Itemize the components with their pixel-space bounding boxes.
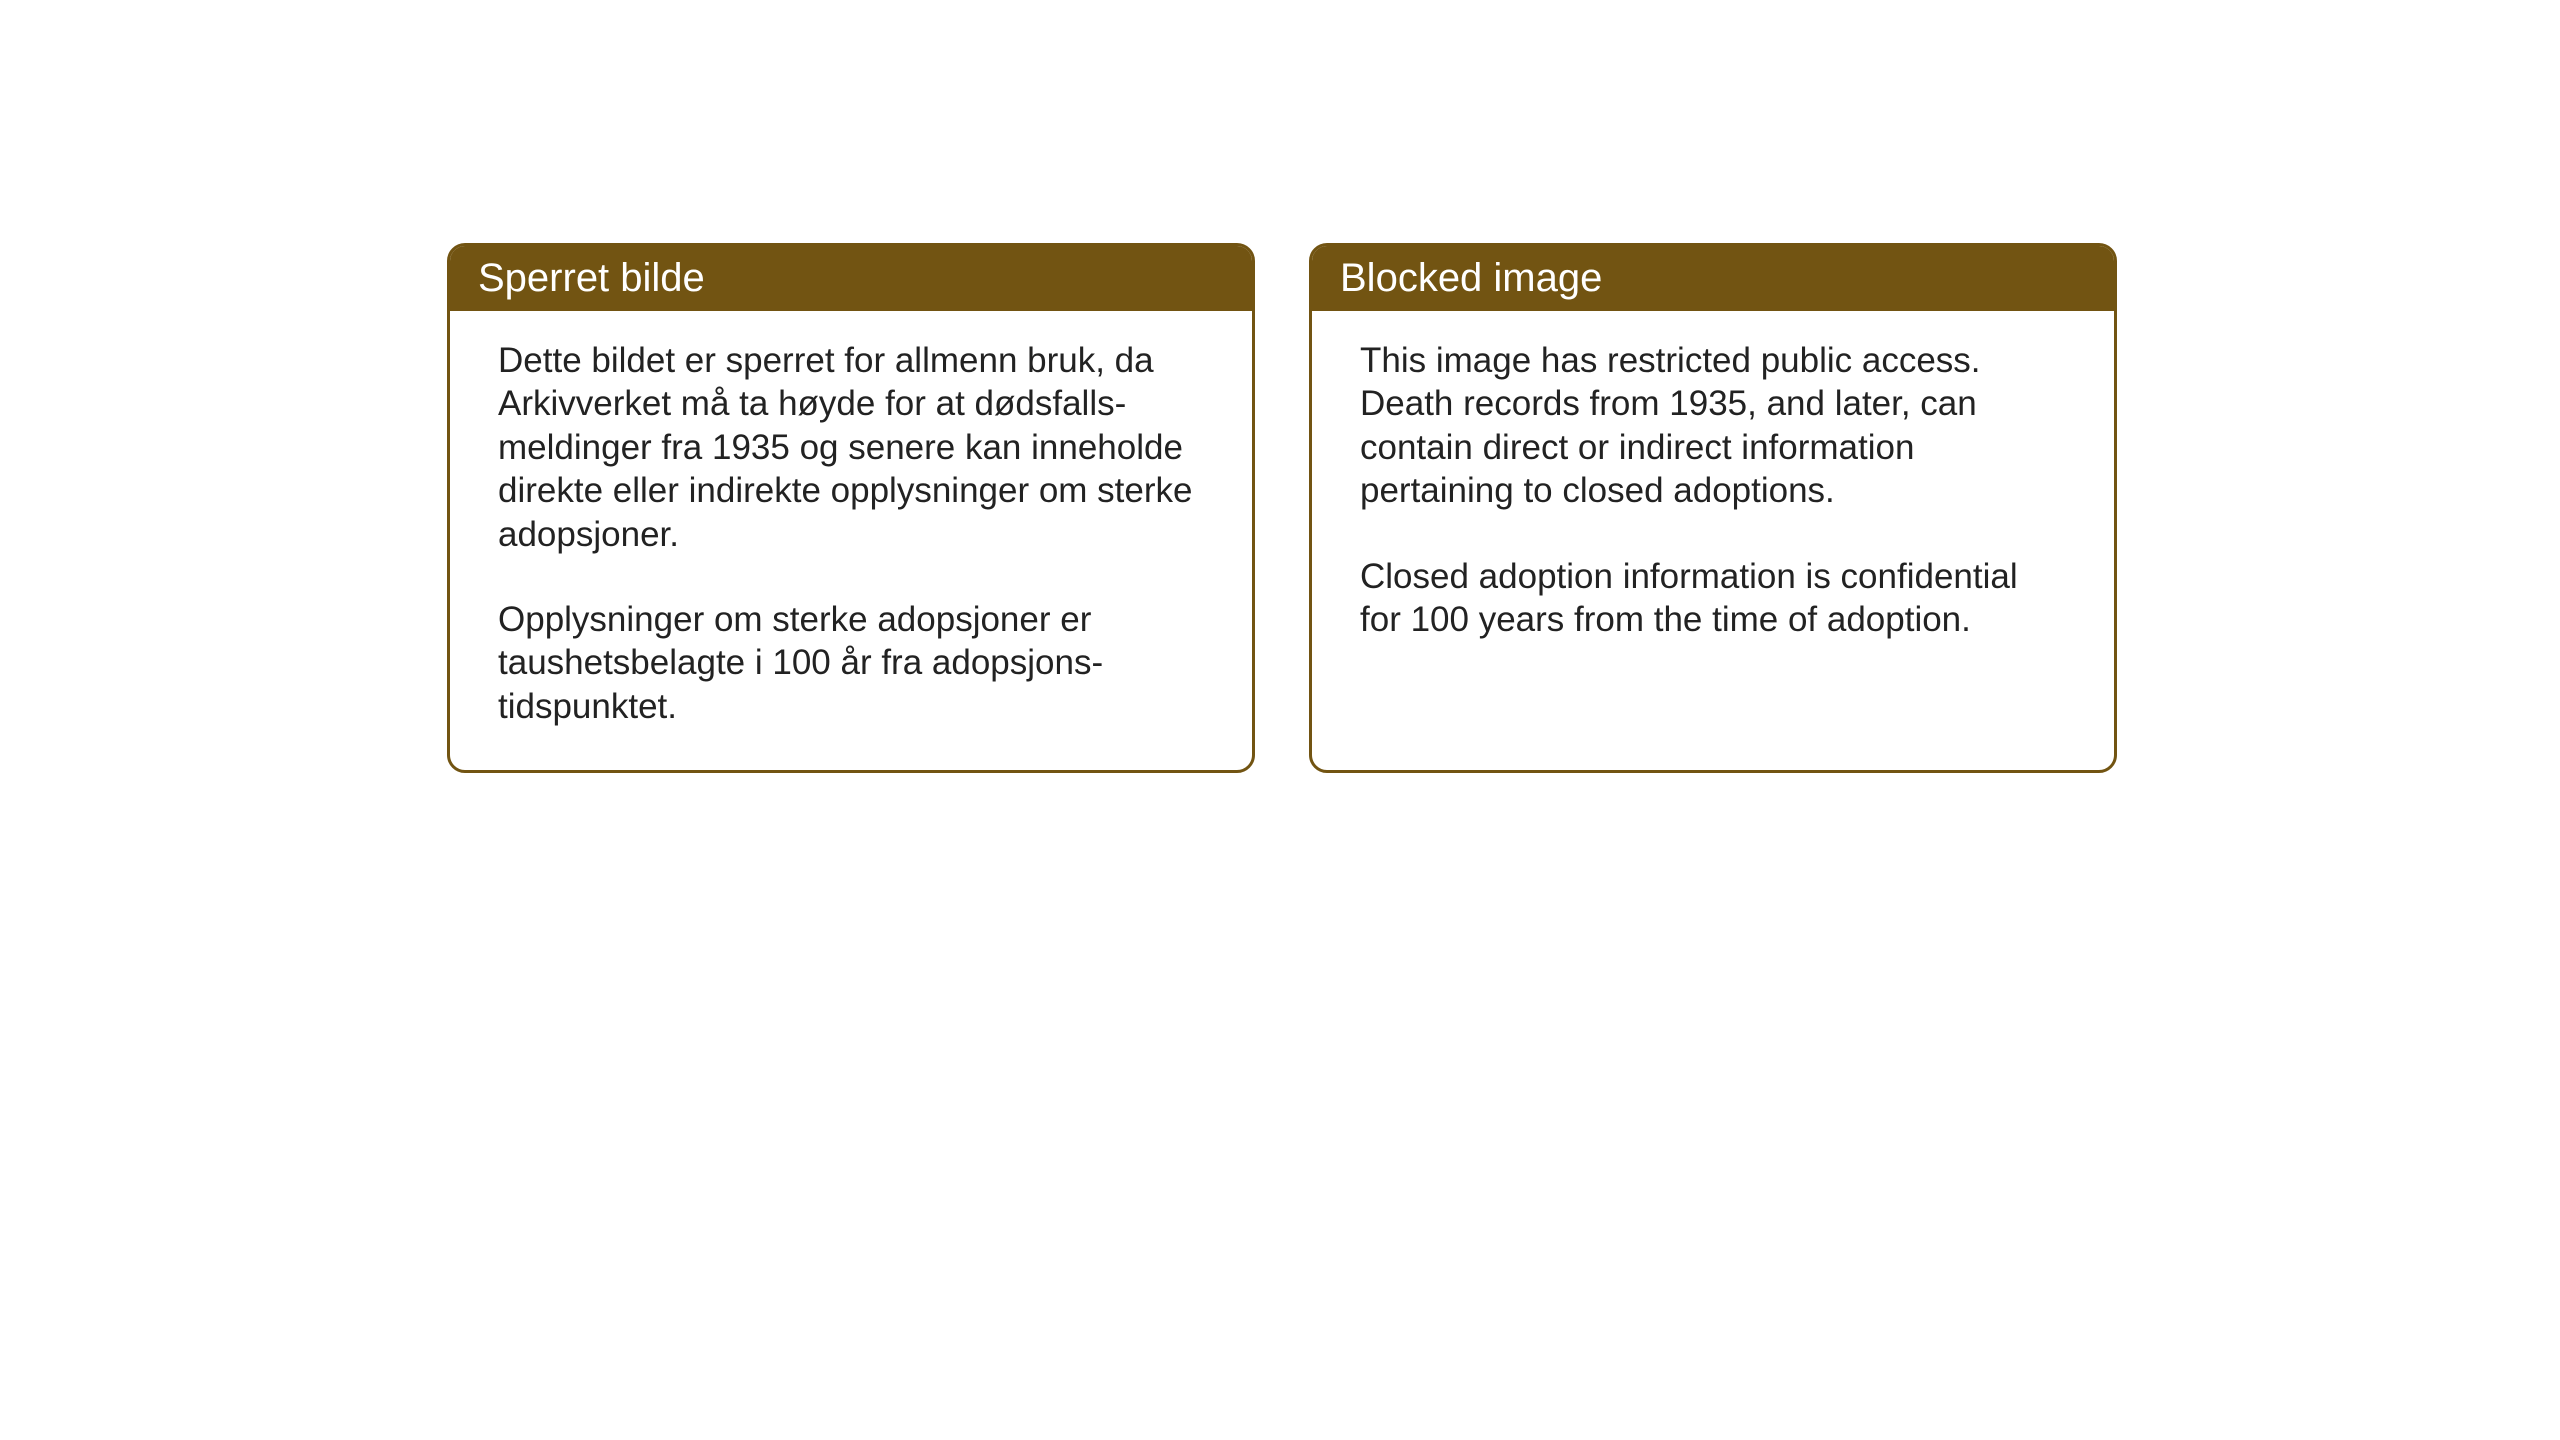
notice-boxes-container: Sperret bilde Dette bildet er sperret fo… [447, 243, 2117, 773]
notice-paragraph: This image has restricted public access.… [1360, 339, 2066, 513]
notice-body-norwegian: Dette bildet er sperret for allmenn bruk… [450, 311, 1252, 770]
notice-box-english: Blocked image This image has restricted … [1309, 243, 2117, 773]
notice-body-english: This image has restricted public access.… [1312, 311, 2114, 719]
notice-header-norwegian: Sperret bilde [450, 246, 1252, 311]
notice-paragraph: Closed adoption information is confident… [1360, 555, 2066, 642]
notice-paragraph: Opplysninger om sterke adopsjoner er tau… [498, 598, 1204, 728]
notice-paragraph: Dette bildet er sperret for allmenn bruk… [498, 339, 1204, 556]
notice-header-english: Blocked image [1312, 246, 2114, 311]
notice-box-norwegian: Sperret bilde Dette bildet er sperret fo… [447, 243, 1255, 773]
